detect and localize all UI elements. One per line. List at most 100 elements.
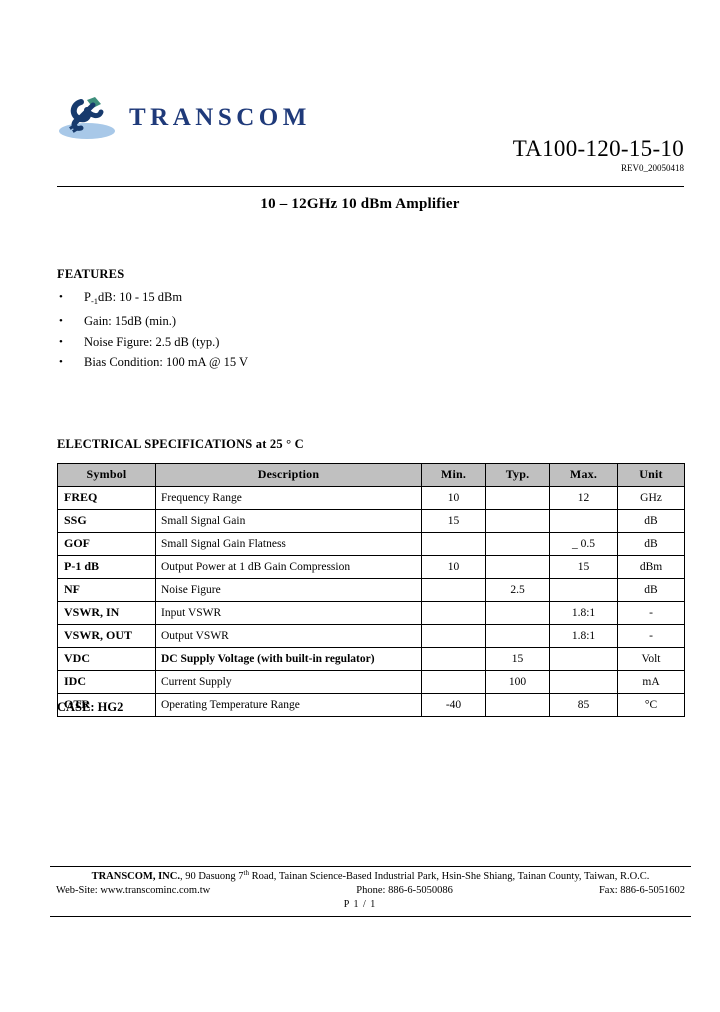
cell-description: Current Supply (155, 670, 422, 694)
revision-label: REV0_20050418 (621, 163, 684, 173)
footer-address-ordinal: th (243, 869, 249, 877)
cell-min (421, 647, 486, 671)
cell-unit: °C (617, 693, 685, 717)
footer-website[interactable]: Web-Site: www.transcominc.com.tw (56, 885, 211, 896)
footer-divider-bottom (50, 916, 691, 917)
cell-min: 10 (421, 555, 486, 579)
cell-unit: dB (617, 509, 685, 533)
cell-min (421, 670, 486, 694)
footer-divider-top (50, 866, 691, 867)
cell-max: 12 (549, 486, 618, 510)
cell-max (549, 509, 618, 533)
cell-min: -40 (421, 693, 486, 717)
cell-max: 85 (549, 693, 618, 717)
features-list: • P-1dB: 10 - 15 dBm • Gain: 15dB (min.) •… (57, 287, 477, 373)
cell-unit: mA (617, 670, 685, 694)
cell-symbol: IDC (57, 670, 156, 694)
footer-phone: Phone: 886-6-5050086 (356, 885, 453, 896)
cell-typ (485, 624, 550, 648)
cell-min (421, 532, 486, 556)
cell-symbol: VSWR, OUT (57, 624, 156, 648)
page-title: 10 – 12GHz 10 dBm Amplifier (260, 196, 460, 212)
cell-symbol: NF (57, 578, 156, 602)
table-row: VSWR, IN Input VSWR 1.8:1 - (57, 601, 685, 625)
cell-max (549, 578, 618, 602)
cell-unit: dB (617, 578, 685, 602)
footer-company-name: TRANSCOM, INC. (91, 871, 180, 882)
cell-symbol: VSWR, IN (57, 601, 156, 625)
table-row: VSWR, OUT Output VSWR 1.8:1 - (57, 624, 685, 648)
specifications-table: Symbol Description Min. Typ. Max. Unit F… (57, 463, 685, 717)
cell-unit: Volt (617, 647, 685, 671)
case-label: CASE: HG2 (57, 700, 124, 714)
cell-typ: 15 (485, 647, 550, 671)
cell-description: Small Signal Gain (155, 509, 422, 533)
cell-typ (485, 509, 550, 533)
cell-description: Frequency Range (155, 486, 422, 510)
cell-unit: GHz (617, 486, 685, 510)
table-row: NF Noise Figure 2.5 dB (57, 578, 685, 602)
cell-unit: dBm (617, 555, 685, 579)
list-item: • Bias Condition: 100 mA @ 15 V (57, 352, 477, 372)
table-row: OTR Operating Temperature Range -40 85 °… (57, 693, 685, 717)
feature-subscript: -1 (90, 296, 99, 306)
bullet-icon: • (59, 315, 63, 328)
part-number: TA100-120-15-10 (512, 136, 684, 161)
column-header-min: Min. (421, 463, 486, 487)
table-row: IDC Current Supply 100 mA (57, 670, 685, 694)
footer-contact-row: Web-Site: www.transcominc.com.tw Phone: … (50, 885, 691, 896)
brand-wordmark: TRANSCOM (129, 103, 311, 131)
cell-typ (485, 601, 550, 625)
cell-description: Noise Figure (155, 578, 422, 602)
footer-address-part1: , 90 Dasuong 7 (179, 871, 244, 882)
cell-typ: 100 (485, 670, 550, 694)
table-header-row: Symbol Description Min. Typ. Max. Unit (57, 463, 685, 487)
cell-min (421, 578, 486, 602)
cell-min (421, 624, 486, 648)
feature-text-rest: dB: 10 - 15 dBm (98, 290, 183, 304)
footer-fax: Fax: 886-6-5051602 (598, 885, 685, 896)
cell-typ (485, 486, 550, 510)
cell-symbol: VDC (57, 647, 156, 671)
cell-typ: 2.5 (485, 578, 550, 602)
cell-unit: - (617, 624, 685, 648)
cell-symbol: FREQ (57, 486, 156, 510)
cell-typ (485, 555, 550, 579)
feature-text-prefix: Noise Figure: 2.5 dB (typ.) (84, 334, 220, 349)
footer-address: TRANSCOM, INC., 90 Dasuong 7th Road, Tai… (50, 869, 691, 882)
column-header-symbol: Symbol (57, 463, 156, 487)
cell-min: 15 (421, 509, 486, 533)
cell-description: Operating Temperature Range (155, 693, 422, 717)
table-row: VDC DC Supply Voltage (with built-in reg… (57, 647, 685, 671)
cell-symbol: SSG (57, 509, 156, 533)
cell-symbol: P-1 dB (57, 555, 156, 579)
cell-unit: dB (617, 532, 685, 556)
table-row: SSG Small Signal Gain 15 dB (57, 509, 685, 533)
cell-description: Output Power at 1 dB Gain Compression (155, 555, 422, 579)
header-divider (57, 186, 684, 187)
cell-max: 15 (549, 555, 618, 579)
cell-max: _ 0.5 (549, 532, 618, 556)
table-row: GOF Small Signal Gain Flatness _ 0.5 dB (57, 532, 685, 556)
anchor-rocket-logo-icon (57, 94, 119, 142)
table-row: P-1 dB Output Power at 1 dB Gain Compres… (57, 555, 685, 579)
cell-description: DC Supply Voltage (with built-in regulat… (155, 647, 422, 671)
feature-text-prefix: P (84, 290, 91, 304)
cell-min (421, 601, 486, 625)
cell-description: Input VSWR (155, 601, 422, 625)
bullet-icon: • (59, 335, 63, 348)
feature-text-prefix: Gain: 15dB (min.) (84, 314, 177, 329)
cell-max: 1.8:1 (549, 624, 618, 648)
feature-text-prefix: Bias Condition: 100 mA @ 15 V (84, 355, 249, 370)
cell-typ (485, 693, 550, 717)
bullet-icon: • (59, 356, 63, 369)
cell-max (549, 647, 618, 671)
cell-max: 1.8:1 (549, 601, 618, 625)
list-item: • Gain: 15dB (min.) (57, 311, 477, 331)
bullet-icon: • (59, 291, 63, 303)
column-header-unit: Unit (617, 463, 685, 487)
cell-symbol: OTR (57, 693, 156, 717)
features-heading: FEATURES (57, 267, 125, 281)
cell-min: 10 (421, 486, 486, 510)
